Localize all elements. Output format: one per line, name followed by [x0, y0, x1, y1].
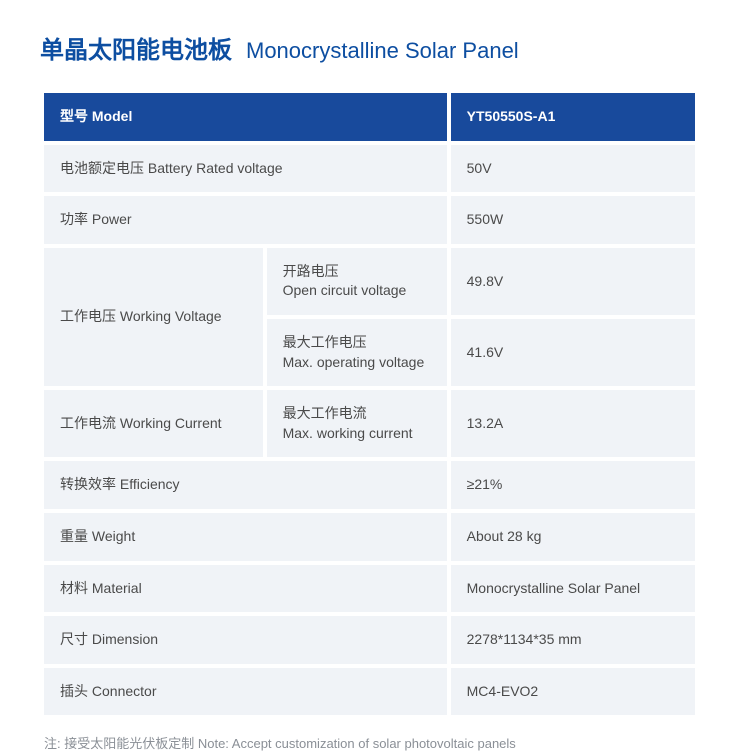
- row-value-open-circuit: 49.8V: [451, 248, 695, 315]
- row-value-efficiency: ≥21%: [451, 461, 695, 509]
- table-row: 功率 Power 550W: [44, 196, 695, 244]
- sub-label-max-current: 最大工作电流Max. working current: [267, 390, 447, 457]
- row-label-weight: 重量 Weight: [44, 513, 447, 561]
- table-row: 插头 Connector MC4-EVO2: [44, 668, 695, 716]
- sub-label-open-circuit: 开路电压Open circuit voltage: [267, 248, 447, 315]
- table-row: 重量 Weight About 28 kg: [44, 513, 695, 561]
- header-label: 型号 Model: [44, 93, 447, 141]
- sub-label-max-operating: 最大工作电压Max. operating voltage: [267, 319, 447, 386]
- row-label-efficiency: 转换效率 Efficiency: [44, 461, 447, 509]
- page-title-row: 单晶太阳能电池板 Monocrystalline Solar Panel: [40, 30, 699, 65]
- row-value-weight: About 28 kg: [451, 513, 695, 561]
- row-value-max-operating: 41.6V: [451, 319, 695, 386]
- row-value-power: 550W: [451, 196, 695, 244]
- row-label-rated-voltage: 电池额定电压 Battery Rated voltage: [44, 145, 447, 193]
- table-header-row: 型号 Model YT50550S-A1: [44, 93, 695, 141]
- table-row: 材料 Material Monocrystalline Solar Panel: [44, 565, 695, 613]
- row-value-material: Monocrystalline Solar Panel: [451, 565, 695, 613]
- row-label-material: 材料 Material: [44, 565, 447, 613]
- table-row: 电池额定电压 Battery Rated voltage 50V: [44, 145, 695, 193]
- title-en: Monocrystalline Solar Panel: [246, 38, 519, 64]
- title-cn: 单晶太阳能电池板: [40, 30, 232, 65]
- row-value-connector: MC4-EVO2: [451, 668, 695, 716]
- table-row: 尺寸 Dimension 2278*1134*35 mm: [44, 616, 695, 664]
- header-value: YT50550S-A1: [451, 93, 695, 141]
- row-label-working-current: 工作电流 Working Current: [44, 390, 263, 457]
- row-label-connector: 插头 Connector: [44, 668, 447, 716]
- row-label-dimension: 尺寸 Dimension: [44, 616, 447, 664]
- row-value-dimension: 2278*1134*35 mm: [451, 616, 695, 664]
- row-label-power: 功率 Power: [44, 196, 447, 244]
- row-value-max-current: 13.2A: [451, 390, 695, 457]
- spec-table: 型号 Model YT50550S-A1 电池额定电压 Battery Rate…: [40, 89, 699, 719]
- table-row: 工作电压 Working Voltage 开路电压Open circuit vo…: [44, 248, 695, 315]
- row-label-working-voltage: 工作电压 Working Voltage: [44, 248, 263, 386]
- row-value-rated-voltage: 50V: [451, 145, 695, 193]
- table-row: 工作电流 Working Current 最大工作电流Max. working …: [44, 390, 695, 457]
- footnote: 注: 接受太阳能光伏板定制 Note: Accept customization…: [40, 733, 699, 752]
- table-row: 转换效率 Efficiency ≥21%: [44, 461, 695, 509]
